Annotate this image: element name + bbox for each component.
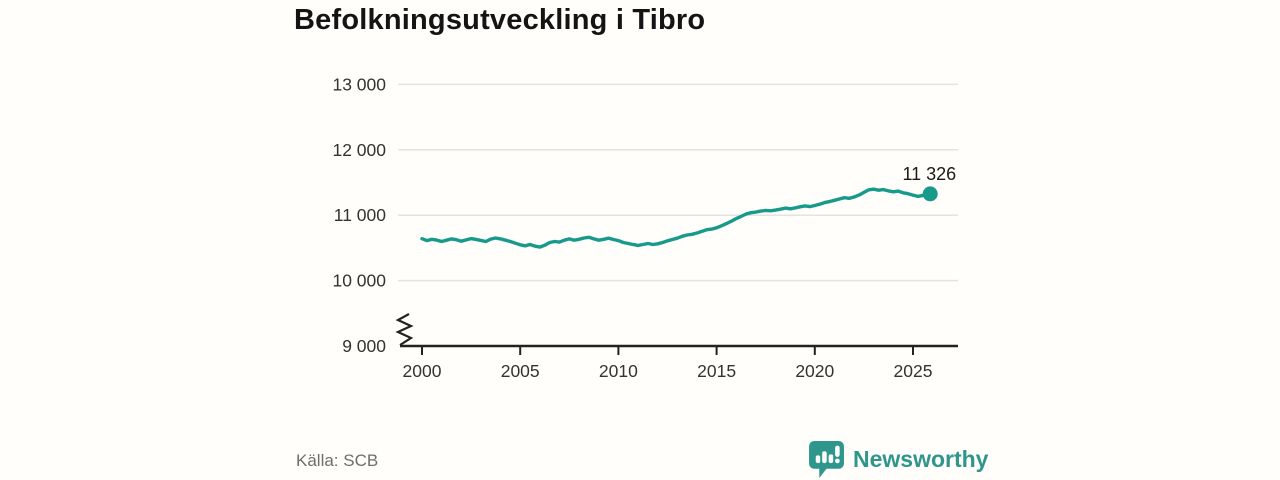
y-axis-tick-label: 10 000 xyxy=(332,271,386,291)
x-axis-tick-label: 2010 xyxy=(599,361,638,381)
page-title: Befolkningsutveckling i Tibro xyxy=(294,4,706,36)
series-end-value-label: 11 326 xyxy=(902,164,956,184)
x-axis-tick-label: 2005 xyxy=(501,361,540,381)
y-axis-tick-label: 9 000 xyxy=(342,336,386,356)
y-axis-tick-label: 11 000 xyxy=(334,205,386,225)
x-axis-tick-label: 2020 xyxy=(795,361,834,381)
series-end-dot xyxy=(922,186,938,202)
population-series-line xyxy=(420,187,932,249)
x-axis-tick-label: 2000 xyxy=(403,361,442,381)
x-axis-tick-label: 2015 xyxy=(697,361,736,381)
y-axis-tick-label: 12 000 xyxy=(332,140,386,160)
newsworthy-logo-icon xyxy=(809,441,844,478)
y-axis-tick-label: 13 000 xyxy=(332,74,386,94)
source-label: Källa: SCB xyxy=(296,451,379,470)
newsworthy-logo: Newsworthy xyxy=(808,440,988,479)
newsworthy-logo-text: Newsworthy xyxy=(853,446,989,472)
axis-break-icon xyxy=(395,313,414,346)
x-axis-tick-label: 2025 xyxy=(894,361,933,381)
